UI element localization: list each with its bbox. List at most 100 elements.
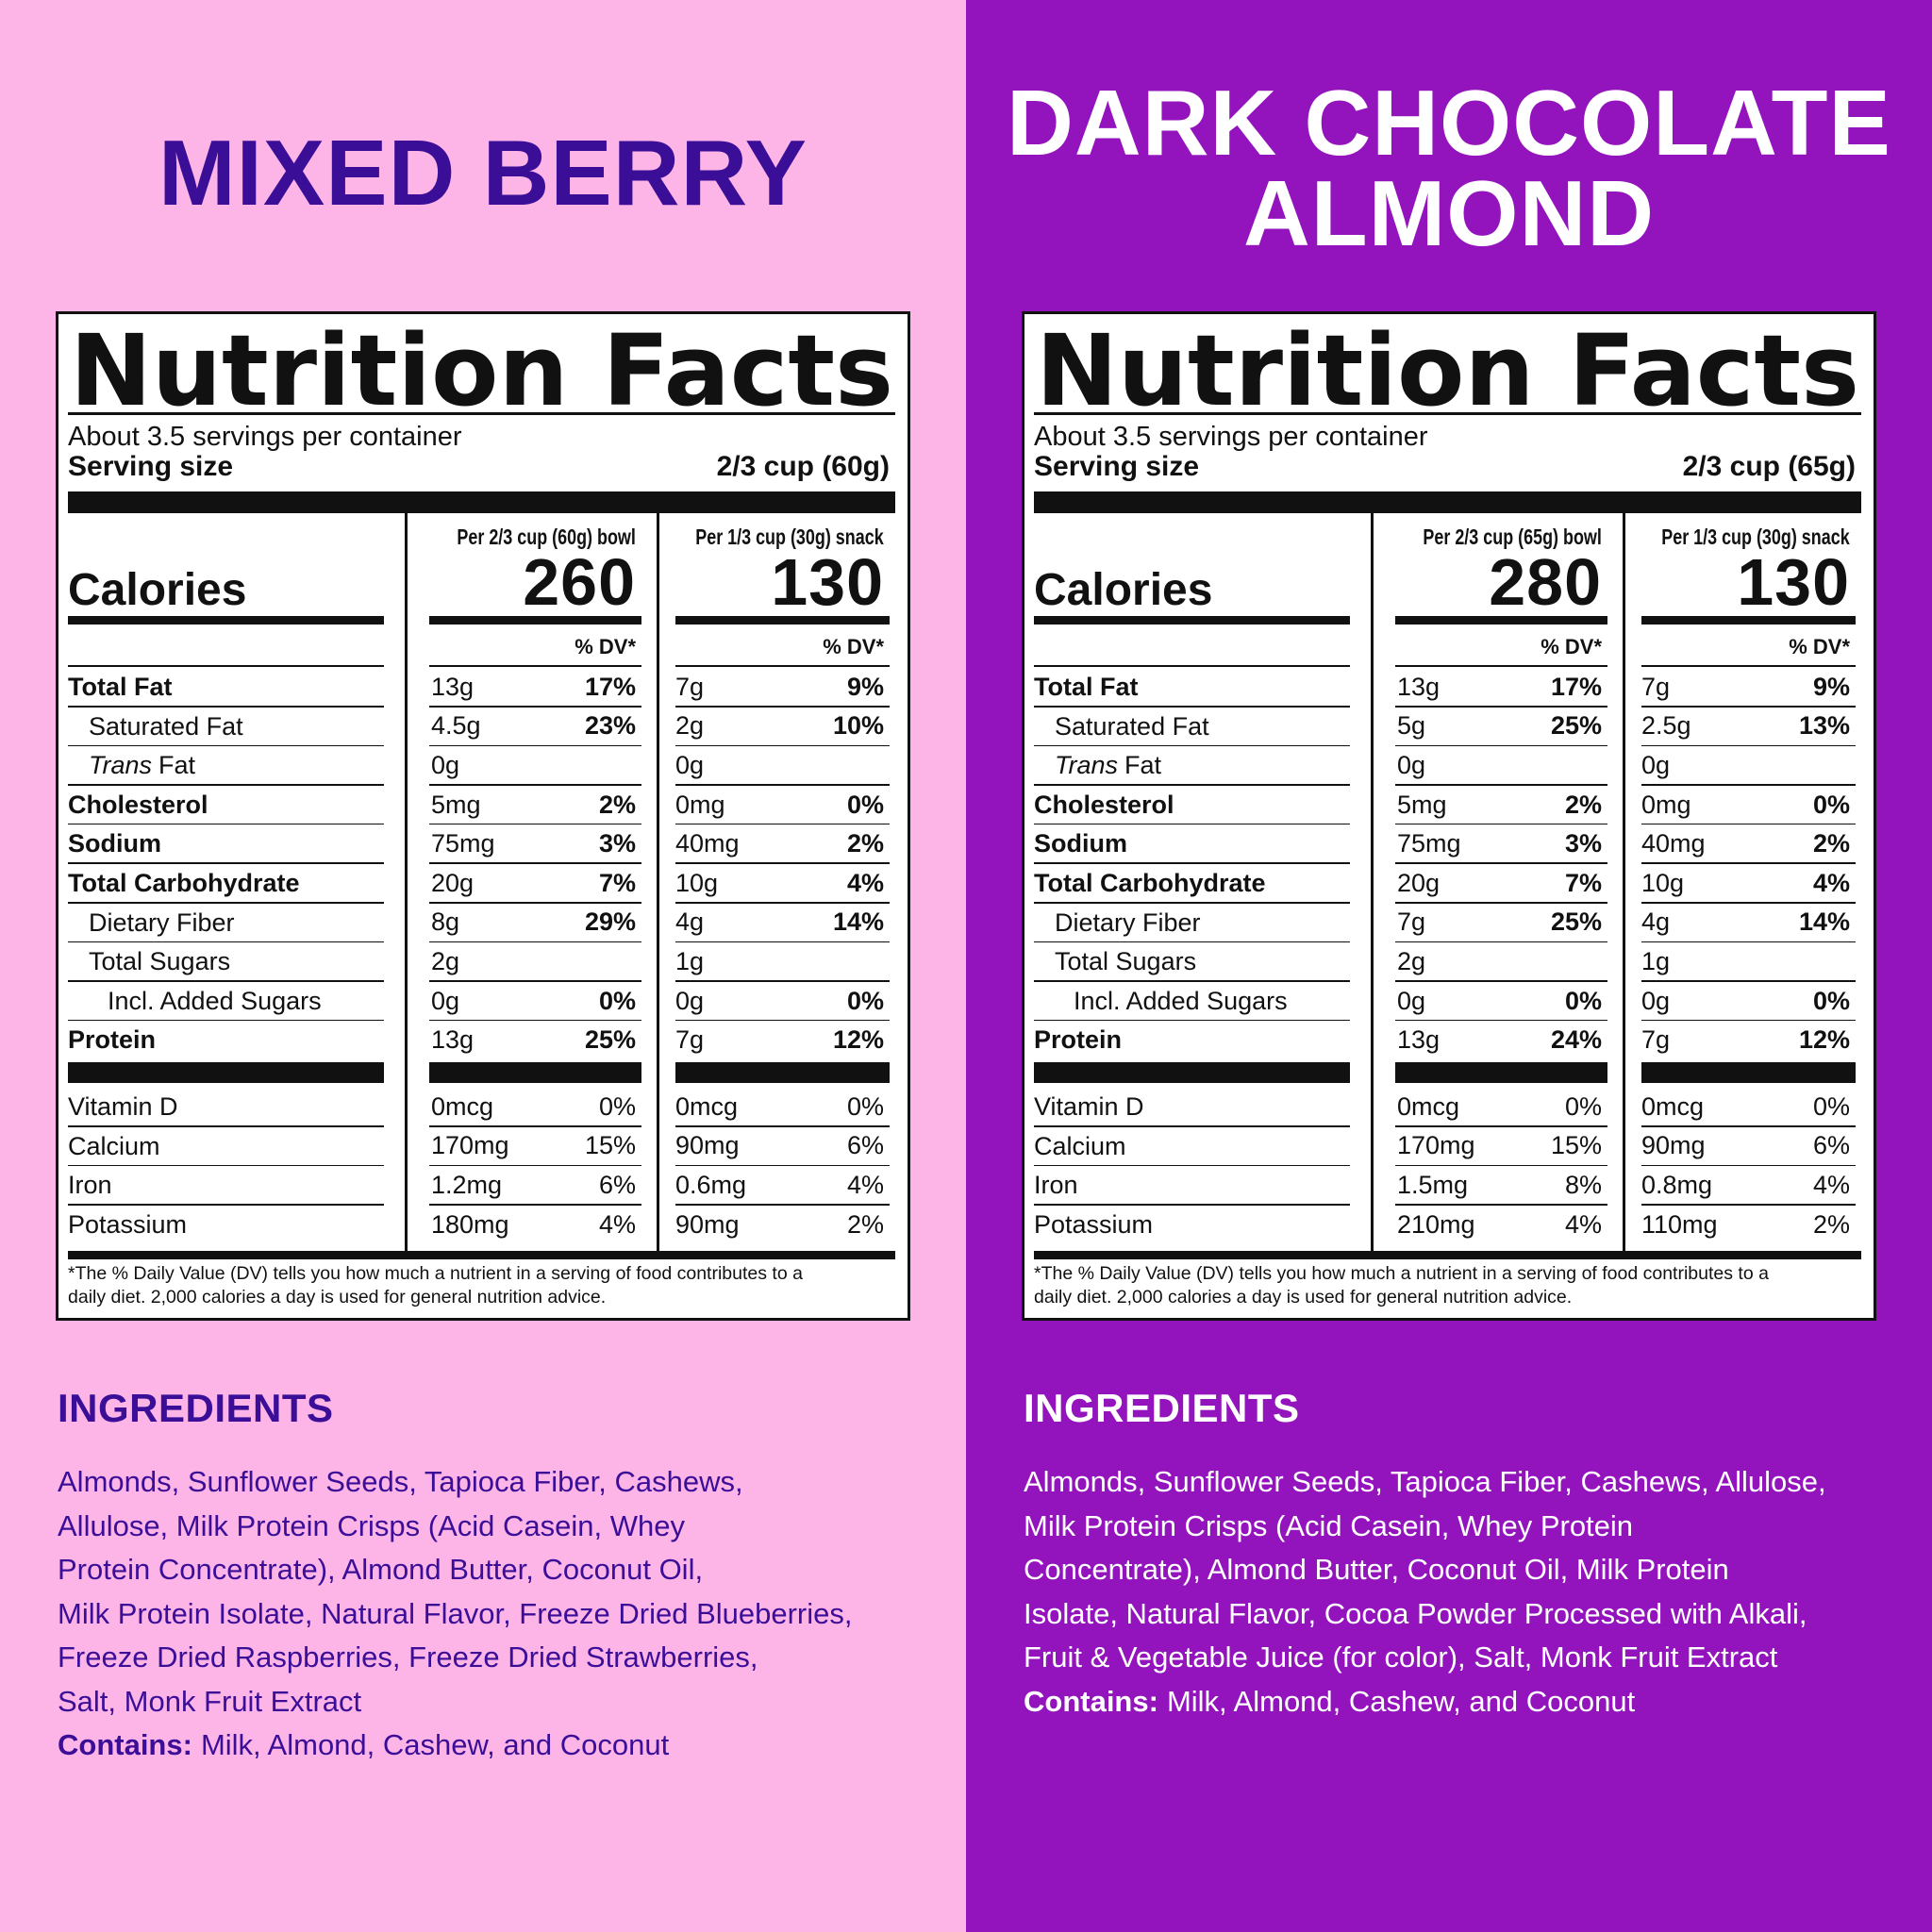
row-line: [1395, 1019, 1607, 1022]
snack-dv: 0%: [1812, 986, 1850, 1015]
row-line: [1395, 902, 1607, 904]
row-name: Cholesterol: [68, 790, 208, 819]
calories-value: 130: [771, 545, 884, 619]
bowl-amount: 20g: [1397, 868, 1441, 897]
row-line: [1034, 1019, 1350, 1022]
calories-bar: [68, 616, 384, 625]
snack-dv: 4%: [846, 868, 884, 897]
snack-amount: 4g: [675, 908, 705, 937]
bowl-amount: 180mg: [431, 1209, 509, 1239]
calories-value: 260: [523, 545, 636, 619]
row-name: Protein: [1034, 1025, 1123, 1055]
row-line: [675, 980, 890, 982]
dv-label: % DV*: [1541, 634, 1602, 658]
row-line: [68, 902, 384, 904]
row-name: Dietary Fiber: [89, 908, 235, 937]
bowl-amount: 0mcg: [1397, 1091, 1460, 1121]
row-line: [675, 706, 890, 708]
bowl-dv: 4%: [1564, 1209, 1602, 1239]
ingredients-heading: INGREDIENTS: [58, 1386, 334, 1430]
thick-bar: [429, 1062, 641, 1083]
bowl-amount: 5mg: [1397, 790, 1447, 819]
calories-value: 130: [1737, 545, 1850, 619]
bowl-amount: 1.5mg: [1397, 1171, 1469, 1199]
row-line: [1034, 823, 1350, 825]
row-line: [1641, 902, 1856, 904]
snack-amount: 90mg: [1641, 1131, 1706, 1160]
row-line: [68, 941, 384, 943]
dv-label: % DV*: [575, 634, 636, 658]
row-line: [429, 706, 641, 708]
snack-dv: 4%: [1812, 868, 1850, 897]
bowl-amount: 210mg: [1397, 1209, 1475, 1239]
column-header: Per 2/3 cup (65g) bowl: [1423, 525, 1602, 550]
footnote: *The % Daily Value (DV) tells you how mu…: [1034, 1263, 1769, 1285]
servings: About 3.5 servings per container: [68, 421, 462, 452]
calories-bar: [1641, 616, 1856, 625]
row-line: [1034, 784, 1350, 786]
bowl-dv: 25%: [584, 1025, 636, 1055]
nutrition-facts: Nutrition Facts About 3.5 servings per co…: [1022, 311, 1876, 1321]
bowl-dv: 3%: [598, 829, 636, 858]
row-line: [68, 980, 384, 982]
bowl-amount: 170mg: [431, 1131, 509, 1160]
snack-dv: 6%: [846, 1131, 884, 1160]
dv-label: % DV*: [823, 634, 884, 658]
bowl-amount: 0g: [431, 986, 460, 1015]
panel: DARK CHOCOLATE ALMOND Nutrition Facts About…: [966, 0, 1932, 1932]
heading: Nutrition Facts: [70, 318, 893, 414]
ingredients-line: Isolate, Natural Flavor, Cocoa Powder Pr…: [1024, 1596, 1807, 1630]
bowl-dv: 15%: [584, 1131, 636, 1160]
row-name: Total Sugars: [89, 947, 231, 976]
row-line: [1641, 1164, 1856, 1167]
row-line: [1395, 706, 1607, 708]
snack-amount: 90mg: [675, 1131, 740, 1160]
snack-amount: 0g: [1641, 751, 1671, 779]
row-line: [68, 862, 384, 864]
snack-dv: 9%: [1812, 672, 1850, 701]
row-line: [1034, 1204, 1350, 1206]
row-line: [1395, 862, 1607, 864]
bowl-amount: 13g: [431, 672, 475, 701]
snack-amount: 7g: [1641, 672, 1671, 701]
row-line: [675, 665, 890, 667]
snack-dv: 14%: [1798, 908, 1850, 937]
snack-amount: 0g: [1641, 986, 1671, 1015]
snack-amount: 4g: [1641, 908, 1671, 937]
snack-dv: 0%: [846, 1091, 884, 1121]
row-name-text: Fat: [1124, 751, 1162, 780]
row-line: [1395, 1164, 1607, 1167]
snack-amount: 10g: [1641, 868, 1685, 897]
snack-dv: 9%: [846, 672, 884, 701]
bowl-amount: 5mg: [431, 790, 481, 819]
row-line: [68, 784, 384, 786]
heading-wrap: Nutrition Facts: [70, 318, 893, 414]
bowl-dv: 17%: [584, 672, 636, 701]
row-line: [429, 744, 641, 747]
row-line: [675, 1019, 890, 1022]
bowl-amount: 2g: [431, 947, 460, 975]
row-line: [68, 665, 384, 667]
serving-size-label: Serving size: [1034, 451, 1200, 482]
calories-label: Calories: [1034, 565, 1213, 616]
divider: [657, 513, 659, 1251]
row-name: Total Fat: [1034, 673, 1139, 701]
thick-bar: [68, 491, 895, 513]
thick-bar: [1395, 1062, 1607, 1083]
snack-amount: 1g: [1641, 947, 1671, 975]
calories-value: 280: [1489, 545, 1602, 619]
row-name-italic: Trans: [1055, 751, 1119, 780]
contains: Contains: Milk, Almond, Cashew, and Cocon…: [58, 1724, 669, 1768]
bowl-amount: 0g: [1397, 751, 1426, 779]
bowl-amount: 20g: [431, 868, 475, 897]
calories-bar: [1395, 616, 1607, 625]
row-line: [1034, 980, 1350, 982]
row-line: [1034, 862, 1350, 864]
snack-amount: 7g: [1641, 1025, 1671, 1055]
row-line: [429, 784, 641, 786]
bowl-amount: 170mg: [1397, 1131, 1475, 1160]
snack-dv: 4%: [846, 1171, 884, 1199]
footnote: daily diet. 2,000 calories a day is used…: [1034, 1287, 1573, 1308]
servings: About 3.5 servings per container: [1034, 421, 1428, 452]
bowl-amount: 2g: [1397, 947, 1426, 975]
